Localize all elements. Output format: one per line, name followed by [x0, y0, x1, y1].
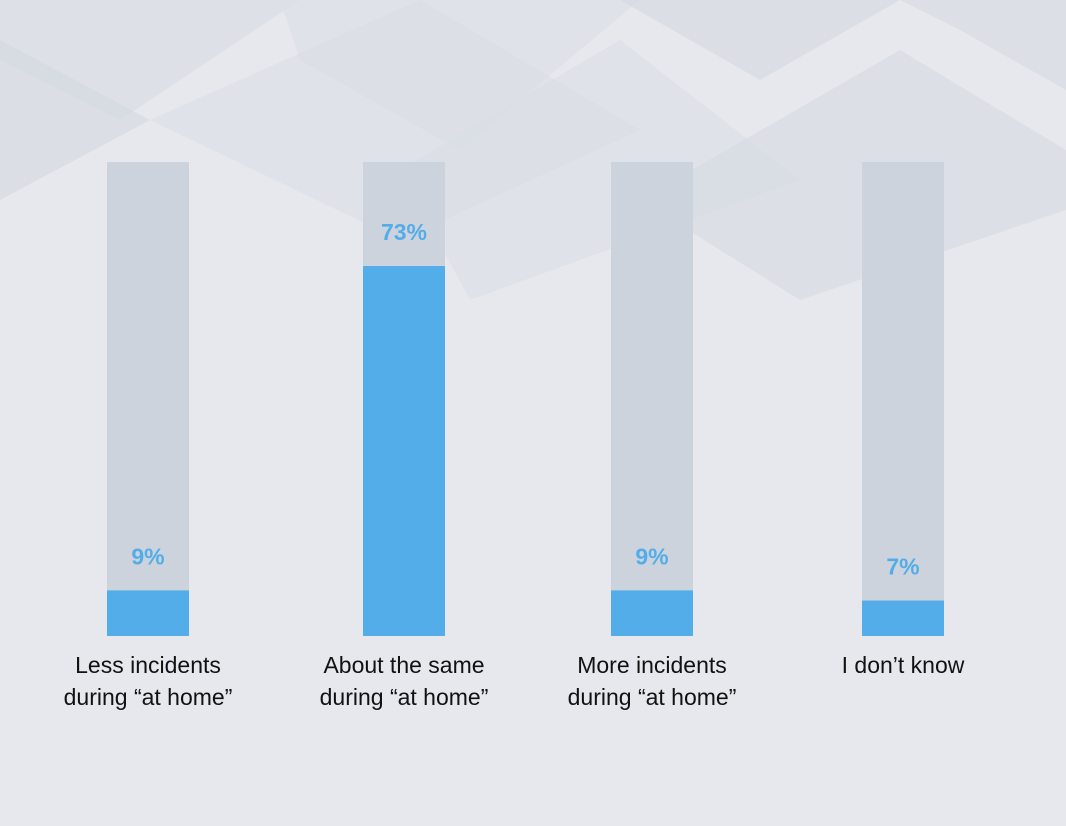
- category-label-line: More incidents: [577, 652, 727, 678]
- category-label: More incidents during “at home”: [568, 652, 737, 710]
- data-label: 73%: [381, 219, 427, 245]
- data-label: 9%: [635, 543, 668, 569]
- bar: [611, 590, 693, 636]
- category-label-line: during “at home”: [568, 684, 737, 710]
- category-label-line: About the same: [323, 652, 484, 678]
- bar: [862, 600, 944, 636]
- background-shape: [400, 40, 800, 300]
- bar: [107, 590, 189, 636]
- category-label: Less incidents during “at home”: [64, 652, 233, 710]
- category-label-line: during “at home”: [320, 684, 489, 710]
- category-label: I don’t know: [842, 652, 965, 678]
- bar-track: [611, 162, 693, 636]
- bar-track: [862, 162, 944, 636]
- category-label-line: I don’t know: [842, 652, 965, 678]
- category-label: About the same during “at home”: [320, 652, 489, 710]
- category-label-line: Less incidents: [75, 652, 221, 678]
- category-label-line: during “at home”: [64, 684, 233, 710]
- bar-track: [107, 162, 189, 636]
- data-label: 9%: [131, 543, 164, 569]
- data-label: 7%: [886, 554, 919, 580]
- background-shape: [640, 50, 1066, 300]
- background-shape: [900, 0, 1066, 90]
- background-shape: [620, 0, 900, 80]
- bar: [363, 266, 445, 636]
- background-shape: [0, 40, 150, 200]
